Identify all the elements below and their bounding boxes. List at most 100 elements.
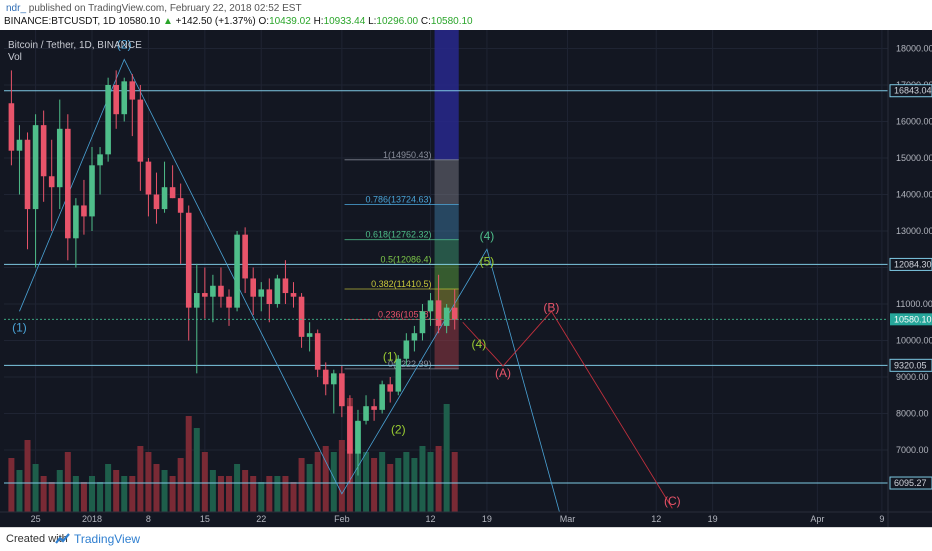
volume-bar [290,482,297,512]
volume-bar [371,458,378,512]
candle-body [73,205,79,239]
price-scale-background [888,30,932,527]
wave-label: (2) [117,38,132,52]
volume-bar [145,452,152,512]
time-tick-label: Apr [810,514,824,524]
fib-zone [434,159,459,205]
volume-bar [129,476,136,512]
candle-body [347,406,353,454]
level-price-tag [889,476,932,490]
candle-body [322,369,329,385]
time-tick-label: 12 [426,514,436,524]
volume-bar [153,464,160,512]
volume-bar [379,452,386,512]
author-link[interactable]: ndr_ [6,3,27,14]
candle-body [145,161,152,195]
candle-body [185,212,192,308]
level-price-label: 9320.05 [894,360,927,370]
volume-bar [395,458,402,512]
wave-label: (1) [12,320,27,334]
chart-area[interactable]: 1(14950.43) 0.786(13724.63) 0.618(12762.32… [0,30,932,527]
volume-bar [411,458,418,512]
volume-bar [56,470,63,512]
candle-body [242,234,248,279]
candle-body [48,176,55,188]
candle-body [331,373,337,385]
volume-bar [80,482,87,512]
price-tick-label: 15000.00 [896,153,932,163]
candle-body [161,187,168,210]
wave-label: (4) [472,337,487,351]
candle-body [266,289,273,304]
volume-bar [97,482,104,512]
abc-projection-line [462,310,673,509]
volume-bar [105,464,112,512]
price-tick-label: 7000.00 [896,445,929,455]
fib-zone [434,239,459,265]
volume-bar [24,440,31,512]
ohlc-last: 10580.10 [118,16,161,27]
time-tick-label: 9 [879,514,884,524]
volume-bar [338,440,345,512]
candle-body [65,128,71,239]
candle-body [121,81,128,115]
level-price-label: 12084.30 [894,259,932,269]
volume-bar [48,482,55,512]
price-chart[interactable]: 1(14950.43) 0.786(13724.63) 0.618(12762.32… [0,30,932,527]
ohlc-change: +142.50 (+1.37%) [175,16,256,27]
price-tick-label: 10000.00 [896,336,932,346]
volume-bar [266,476,273,512]
candle-body [443,307,450,326]
volume-bar [217,476,224,512]
volume-bar [193,428,200,512]
publish-info: ndr_ published on TradingView.com, Febru… [6,3,302,14]
volume-bar [250,476,257,512]
candle-body [339,373,345,407]
volume-bar [201,452,208,512]
candle-body [419,311,426,334]
volume-bar [451,452,458,512]
volume-bar [234,464,241,512]
candle-body [290,293,297,297]
price-tick-label: 18000.00 [896,44,932,54]
ohlc-h-label: H: [313,16,324,27]
elliott-wave-line [19,58,560,513]
volume-bar [387,464,394,512]
level-price-tag [889,257,932,271]
volume-bar [330,452,337,512]
volume-bar [427,452,434,512]
candle-body [226,296,232,308]
volume-bar [32,464,39,512]
candle-body [97,154,103,166]
fib-zone-top [434,30,459,160]
candle-body [169,187,176,199]
candle-body [355,420,361,454]
fib-level-label: 0.236(10578) [378,309,432,319]
volume-bar [306,464,313,512]
volume-bar [161,470,168,512]
wave-label: (A) [495,366,511,380]
tradingview-brand[interactable]: TradingView [74,532,141,546]
time-tick-label: 19 [482,514,492,524]
ohlc-o-label: O: [258,16,270,27]
ohlc-c-value: 10580.10 [430,16,473,27]
candle-body [89,165,95,217]
price-tick-label: 14000.00 [896,190,932,200]
fib-level-label: 0.5(12086.4) [381,254,432,264]
ohlc-line: BINANCE:BTCUSDT, 1D 10580.10 ▲ +142.50 (… [4,16,473,27]
volume-bar [8,458,15,512]
candle-body [193,293,200,308]
volume-bar [322,446,329,512]
level-price-tag [889,358,932,372]
ohlc-h-value: 10933.44 [323,16,366,27]
candle-body [8,103,15,151]
fib-level-label: 1(14950.43) [383,150,432,160]
fib-level-label: 0.786(13724.63) [365,195,431,205]
volume-bar [419,446,426,512]
time-tick-label: 19 [708,514,718,524]
candle-body [274,278,281,304]
wave-label: (4) [480,229,495,243]
volume-bar [64,452,71,512]
ohlc-l-label: L: [368,16,377,27]
wave-label: (B) [543,300,559,314]
